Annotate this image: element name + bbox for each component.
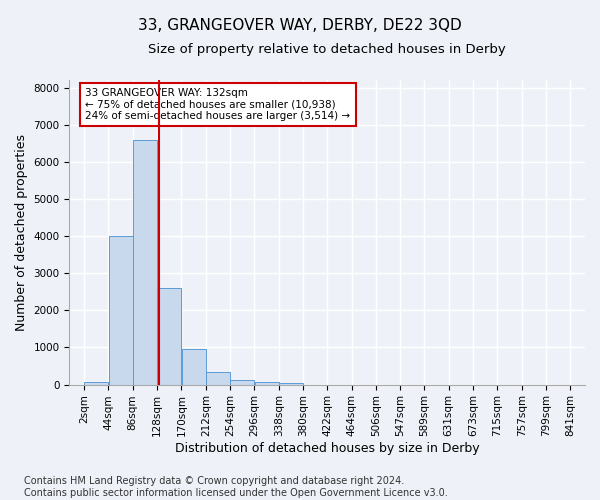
- X-axis label: Distribution of detached houses by size in Derby: Distribution of detached houses by size …: [175, 442, 479, 455]
- Text: 33 GRANGEOVER WAY: 132sqm
← 75% of detached houses are smaller (10,938)
24% of s: 33 GRANGEOVER WAY: 132sqm ← 75% of detac…: [85, 88, 350, 121]
- Y-axis label: Number of detached properties: Number of detached properties: [15, 134, 28, 331]
- Bar: [279, 382, 303, 384]
- Bar: [206, 372, 230, 384]
- Text: 33, GRANGEOVER WAY, DERBY, DE22 3QD: 33, GRANGEOVER WAY, DERBY, DE22 3QD: [138, 18, 462, 32]
- Bar: [230, 380, 254, 384]
- Text: Contains HM Land Registry data © Crown copyright and database right 2024.
Contai: Contains HM Land Registry data © Crown c…: [24, 476, 448, 498]
- Title: Size of property relative to detached houses in Derby: Size of property relative to detached ho…: [148, 42, 506, 56]
- Bar: [157, 288, 181, 384]
- Bar: [84, 382, 108, 384]
- Bar: [182, 350, 206, 384]
- Bar: [109, 236, 133, 384]
- Bar: [254, 382, 278, 384]
- Bar: [133, 140, 157, 384]
